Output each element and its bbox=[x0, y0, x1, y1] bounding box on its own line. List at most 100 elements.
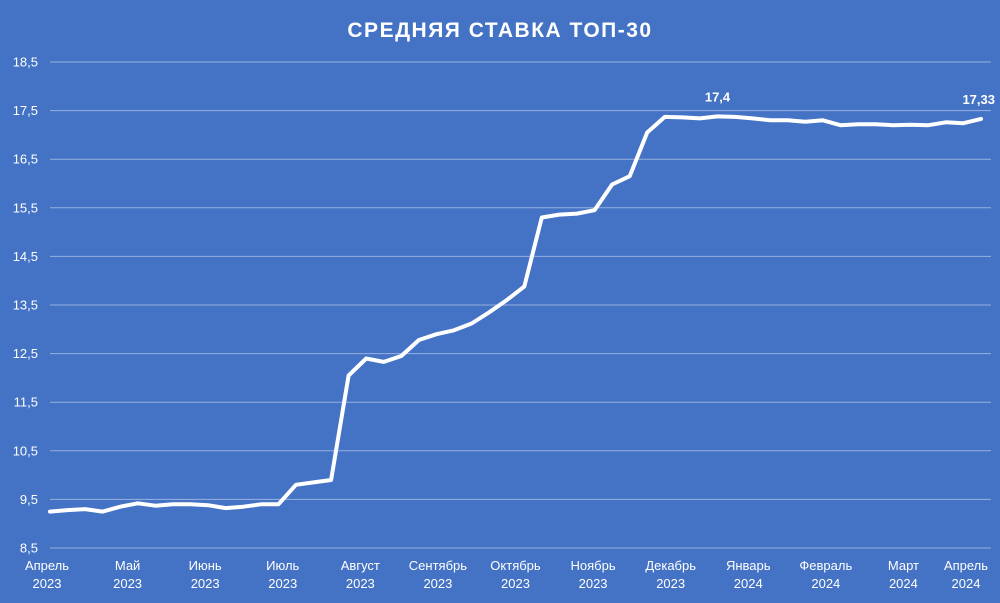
data-point bbox=[593, 209, 596, 211]
data-point bbox=[49, 510, 51, 513]
data-point bbox=[295, 484, 297, 486]
data-point bbox=[418, 339, 420, 341]
x-tick-month: Ноябрь bbox=[571, 558, 616, 573]
data-point bbox=[716, 115, 719, 118]
x-tick-year: 2023 bbox=[656, 576, 685, 591]
data-point bbox=[84, 508, 86, 510]
y-axis: 8,5 9,5 10,5 11,5 12,5 13,5 14,5 15,5 16,5 17,5 18… bbox=[13, 55, 38, 556]
x-tick-month: Март bbox=[888, 558, 919, 573]
y-tick-label: 12,5 bbox=[13, 346, 38, 361]
y-tick-label: 17,5 bbox=[13, 103, 38, 118]
data-point bbox=[629, 175, 631, 177]
data-point bbox=[189, 503, 192, 505]
x-tick-month: Июнь bbox=[189, 558, 222, 573]
x-tick-year: 2023 bbox=[346, 576, 375, 591]
data-point bbox=[470, 322, 473, 325]
x-tick-month: Январь bbox=[726, 558, 771, 573]
x-tick-year: 2024 bbox=[952, 576, 981, 591]
x-tick-year: 2023 bbox=[268, 576, 297, 591]
data-point bbox=[839, 124, 842, 126]
data-point bbox=[875, 123, 877, 125]
data-point bbox=[102, 510, 104, 513]
x-tick-month: Февраль bbox=[799, 558, 852, 573]
data-point bbox=[804, 121, 806, 123]
data-point bbox=[699, 117, 701, 119]
data-point bbox=[541, 216, 543, 219]
y-tick-label: 15,5 bbox=[13, 200, 38, 215]
data-point bbox=[734, 116, 736, 118]
y-tick-label: 13,5 bbox=[13, 298, 38, 313]
x-tick-year: 2023 bbox=[501, 576, 530, 591]
data-point bbox=[769, 119, 771, 121]
x-tick-month: Сентябрь bbox=[409, 558, 467, 573]
y-tick-label: 11,5 bbox=[14, 395, 38, 410]
data-point bbox=[488, 311, 490, 313]
data-point bbox=[225, 507, 227, 509]
data-point bbox=[664, 116, 666, 118]
data-point bbox=[681, 116, 683, 119]
x-tick-month: Август bbox=[341, 558, 380, 573]
data-point bbox=[207, 504, 209, 506]
data-point bbox=[611, 183, 613, 186]
data-point bbox=[787, 119, 789, 121]
data-point bbox=[752, 117, 754, 119]
x-tick-year: 2023 bbox=[113, 576, 142, 591]
gridlines bbox=[50, 61, 991, 549]
x-axis: Апрель 2023 Май 2023 Июнь 2023 Июль 2023 Август 2… bbox=[25, 558, 988, 591]
data-point bbox=[137, 502, 139, 504]
x-tick-month: Май bbox=[115, 558, 140, 573]
data-point bbox=[277, 503, 279, 505]
data-point bbox=[330, 479, 332, 481]
x-tick-month: Декабрь bbox=[645, 558, 696, 573]
data-point bbox=[962, 122, 965, 124]
x-tick-month: Июль bbox=[266, 558, 299, 573]
data-point bbox=[857, 123, 859, 125]
data-point bbox=[435, 333, 438, 335]
y-tick-label: 9,5 bbox=[20, 492, 38, 507]
chart-title: СРЕДНЯЯ СТАВКА ТОП-30 bbox=[347, 19, 652, 42]
data-point bbox=[365, 357, 367, 360]
x-tick-month: Апрель bbox=[944, 558, 988, 573]
data-point bbox=[453, 329, 455, 331]
x-tick-month: Октябрь bbox=[490, 558, 541, 573]
data-point bbox=[822, 119, 824, 121]
drop-lines bbox=[49, 116, 982, 548]
x-tick-year: 2023 bbox=[423, 576, 452, 591]
x-tick-year: 2023 bbox=[579, 576, 608, 591]
data-point bbox=[927, 124, 929, 126]
data-label: 17,4 bbox=[705, 89, 731, 104]
y-tick-label: 16,5 bbox=[13, 152, 38, 167]
data-point bbox=[119, 506, 121, 508]
x-tick-year: 2024 bbox=[734, 576, 763, 591]
data-point bbox=[945, 121, 947, 123]
x-tick-year: 2024 bbox=[889, 576, 918, 591]
data-point bbox=[892, 124, 894, 126]
series-line-group bbox=[48, 114, 983, 514]
data-point bbox=[558, 214, 561, 216]
data-point bbox=[523, 285, 525, 288]
data-point bbox=[66, 509, 69, 511]
x-tick-year: 2023 bbox=[33, 576, 62, 591]
y-tick-label: 10,5 bbox=[13, 443, 38, 458]
data-point bbox=[312, 481, 315, 483]
data-point bbox=[980, 118, 982, 120]
data-point bbox=[172, 503, 174, 505]
data-point bbox=[646, 131, 648, 134]
data-point bbox=[910, 124, 912, 126]
data-point bbox=[576, 213, 578, 215]
x-tick-year: 2024 bbox=[811, 576, 840, 591]
data-point bbox=[383, 361, 385, 363]
y-tick-label: 8,5 bbox=[20, 541, 38, 556]
data-point bbox=[400, 355, 402, 357]
data-point bbox=[154, 505, 156, 507]
x-tick-month: Апрель bbox=[25, 558, 69, 573]
data-point bbox=[506, 299, 508, 301]
data-point bbox=[242, 506, 244, 508]
y-tick-label: 14,5 bbox=[13, 249, 38, 264]
data-label: 17,33 bbox=[962, 92, 995, 107]
x-tick-year: 2023 bbox=[191, 576, 220, 591]
y-tick-label: 18,5 bbox=[13, 55, 38, 70]
series-line bbox=[48, 114, 983, 514]
data-labels: 17,4 17,33 bbox=[705, 89, 995, 106]
